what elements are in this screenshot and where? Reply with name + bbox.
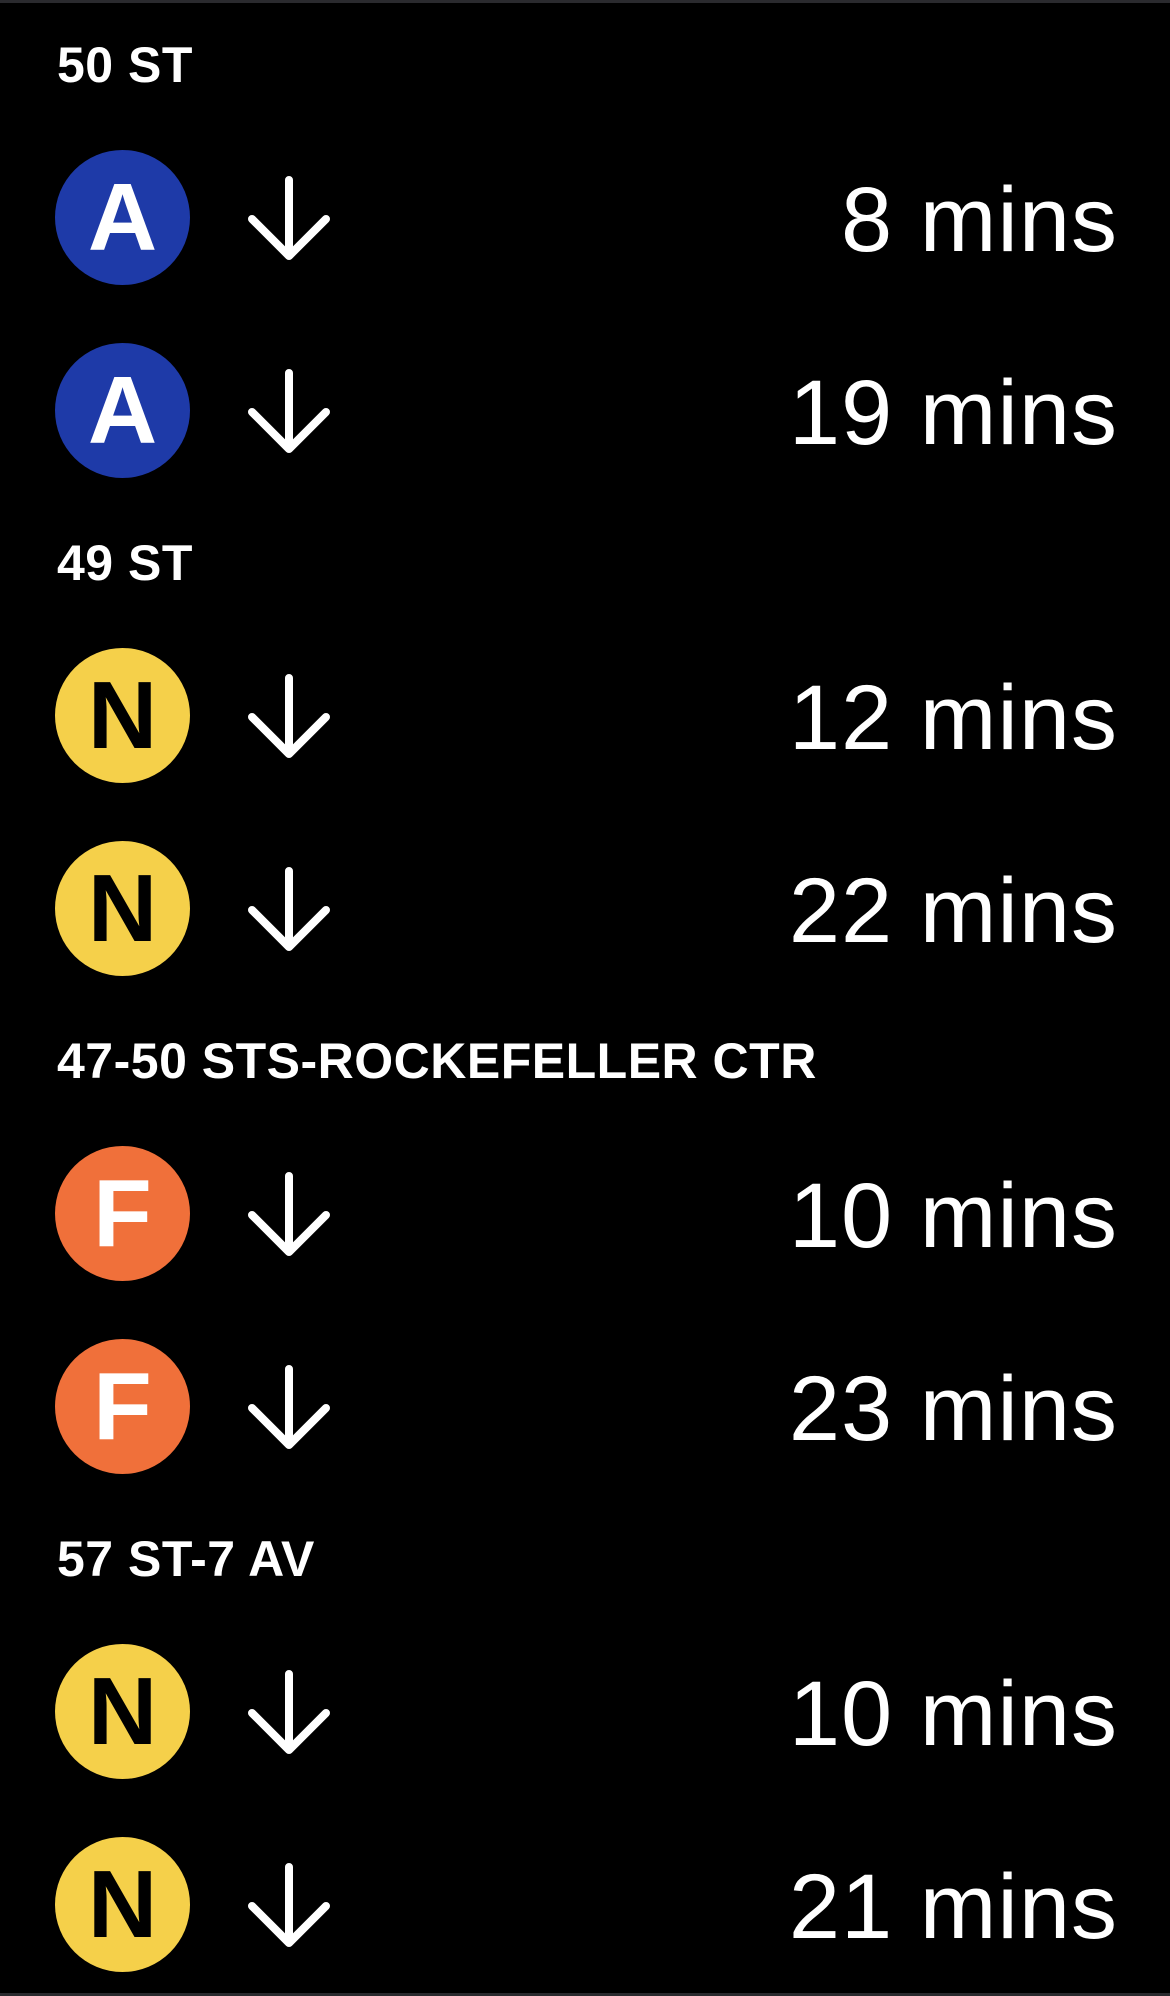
line-A-bullet: A — [55, 150, 190, 285]
station-name: 57 ST-7 AV — [57, 1531, 315, 1587]
arrow-down-icon — [244, 174, 334, 264]
arrival-row[interactable]: N 10 mins — [0, 1644, 1170, 1780]
station-name: 50 ST — [57, 37, 193, 93]
arrow-down-icon — [244, 1170, 334, 1260]
arrow-down-icon — [244, 367, 334, 457]
arrival-row[interactable]: N 21 mins — [0, 1837, 1170, 1973]
line-F-bullet: F — [55, 1146, 190, 1281]
arrival-time: 8 mins — [841, 169, 1118, 271]
arrow-down-icon — [244, 672, 334, 762]
arrival-time: 23 mins — [788, 1358, 1118, 1460]
arrival-row[interactable]: N 22 mins — [0, 841, 1170, 977]
station-name: 49 ST — [57, 535, 193, 591]
arrival-row[interactable]: A 19 mins — [0, 343, 1170, 479]
line-F-bullet: F — [55, 1339, 190, 1474]
arrival-time: 22 mins — [788, 860, 1118, 962]
station-name: 47-50 STS-ROCKEFELLER CTR — [57, 1033, 817, 1089]
arrival-time: 19 mins — [788, 362, 1118, 464]
arrival-time: 12 mins — [788, 667, 1118, 769]
arrival-row[interactable]: A 8 mins — [0, 150, 1170, 286]
arrow-down-icon — [244, 1861, 334, 1951]
line-N-bullet: N — [55, 1837, 190, 1972]
arrival-row[interactable]: F 23 mins — [0, 1339, 1170, 1475]
arrow-down-icon — [244, 1363, 334, 1453]
line-A-bullet: A — [55, 343, 190, 478]
line-N-bullet: N — [55, 648, 190, 783]
line-N-bullet: N — [55, 841, 190, 976]
line-N-bullet: N — [55, 1644, 190, 1779]
arrival-row[interactable]: F 10 mins — [0, 1146, 1170, 1282]
arrival-time: 10 mins — [788, 1663, 1118, 1765]
arrival-row[interactable]: N 12 mins — [0, 648, 1170, 784]
arrow-down-icon — [244, 865, 334, 955]
arrival-time: 10 mins — [788, 1165, 1118, 1267]
arrow-down-icon — [244, 1668, 334, 1758]
arrival-time: 21 mins — [788, 1856, 1118, 1958]
